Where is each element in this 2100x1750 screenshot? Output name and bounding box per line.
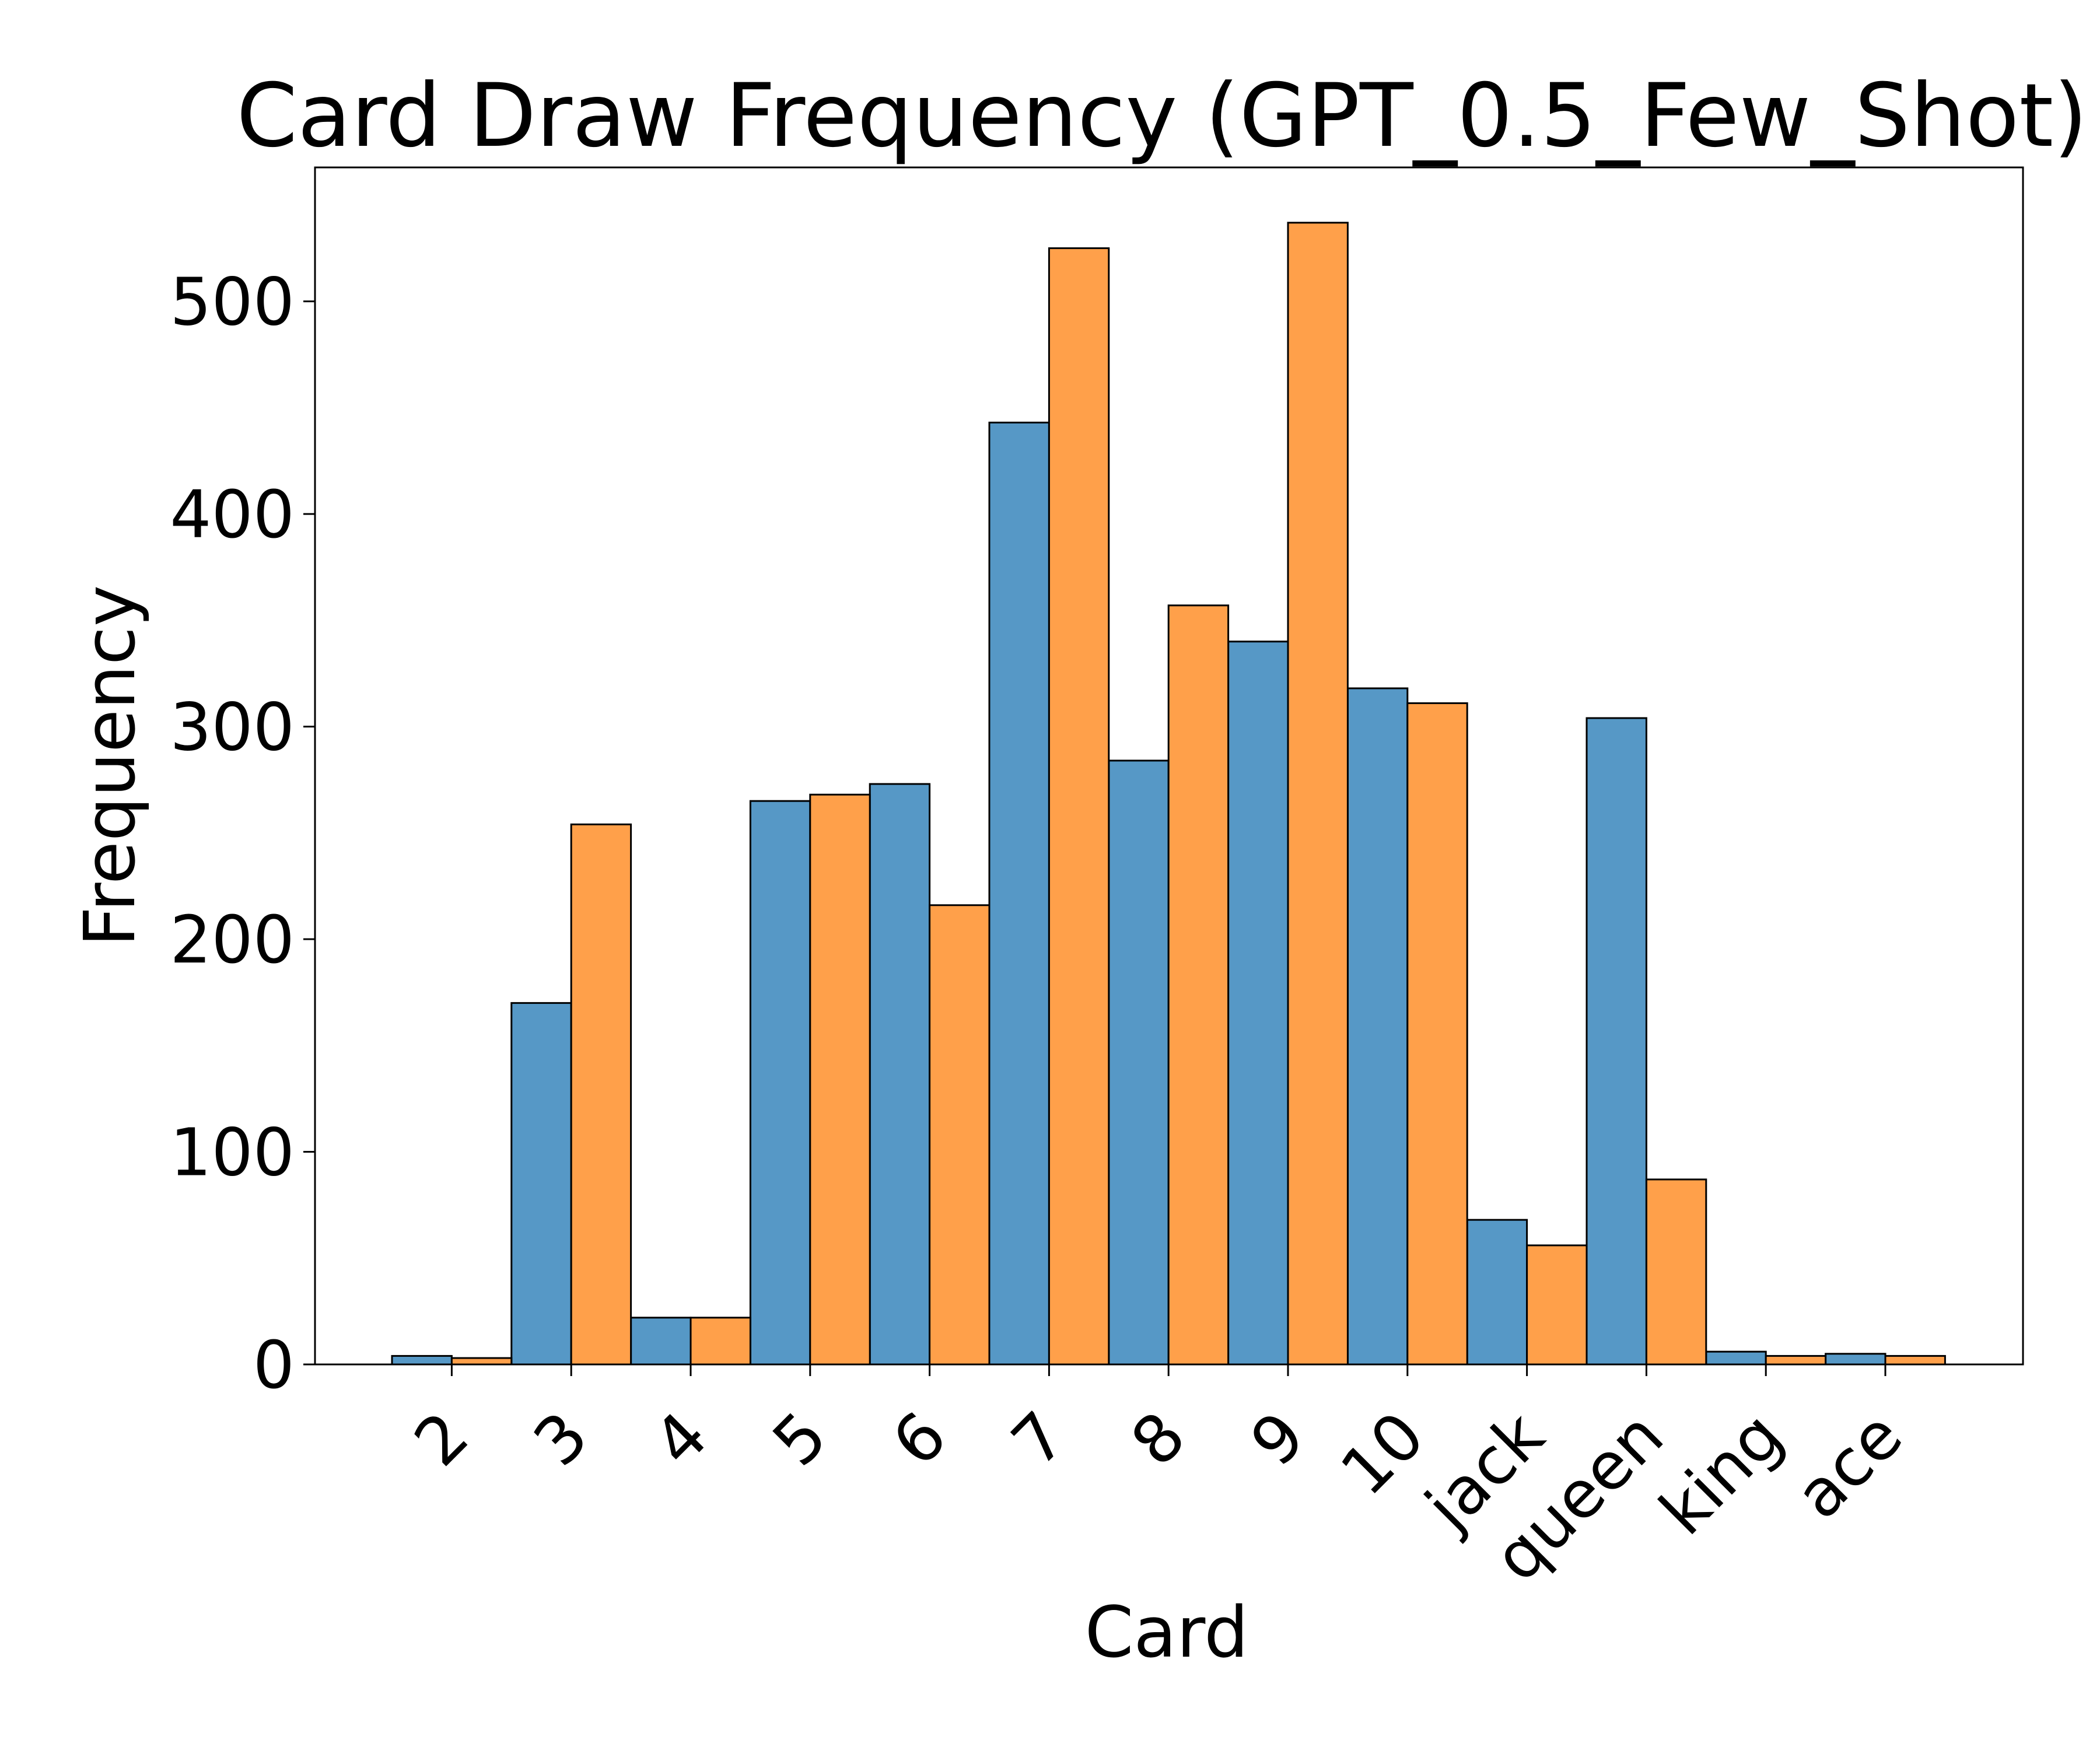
y-tick-label: 0	[253, 1328, 295, 1404]
bar-5-series-1	[749, 800, 811, 1366]
bar-6-series-2	[929, 904, 991, 1366]
x-tick-label: 9	[1237, 1398, 1320, 1480]
y-tick-label: 100	[170, 1115, 295, 1191]
bar-7-series-2	[1048, 247, 1110, 1366]
bar-4-series-2	[690, 1317, 751, 1366]
bar-3-series-2	[570, 823, 632, 1366]
y-tick-label: 200	[170, 902, 295, 978]
x-tick-label: 7	[998, 1398, 1080, 1480]
x-tick-label: 8	[1117, 1398, 1200, 1480]
bar-3-series-1	[510, 1002, 572, 1366]
chart-title: Card Draw Frequency (GPT_0.5_Few_Shot)	[236, 65, 2087, 167]
y-axis-label: Frequency	[70, 585, 151, 947]
bar-ace-series-2	[1884, 1354, 1946, 1366]
bar-2-series-1	[391, 1354, 453, 1366]
bar-10-series-2	[1406, 702, 1468, 1366]
bar-9-series-2	[1287, 222, 1349, 1366]
bar-queen-series-2	[1645, 1178, 1707, 1366]
bar-5-series-2	[809, 793, 871, 1366]
x-tick-label: 4	[639, 1398, 722, 1480]
x-tick-label: 3	[520, 1398, 603, 1480]
bar-king-series-1	[1705, 1350, 1767, 1366]
bar-4-series-1	[630, 1317, 692, 1366]
bar-jack-series-1	[1466, 1219, 1528, 1366]
bar-queen-series-1	[1586, 717, 1647, 1366]
bar-8-series-2	[1167, 604, 1230, 1366]
y-axis: 0 100 200 300 400 500	[170, 265, 315, 1404]
x-tick-label: 2	[400, 1398, 483, 1480]
bar-jack-series-2	[1526, 1244, 1588, 1366]
bar-7-series-1	[988, 421, 1050, 1366]
x-tick-label: 6	[878, 1398, 961, 1480]
y-tick-label: 500	[170, 265, 295, 341]
bar-king-series-2	[1765, 1354, 1827, 1366]
y-tick-label: 300	[170, 690, 295, 766]
bar-2-series-2	[450, 1357, 513, 1366]
x-tick-label: 5	[759, 1398, 842, 1480]
x-tick-label: ace	[1781, 1398, 1917, 1534]
bar-6-series-1	[869, 783, 931, 1366]
bar-ace-series-1	[1825, 1353, 1887, 1366]
y-tick-label: 400	[170, 477, 295, 553]
bars-group	[391, 222, 1946, 1366]
bar-10-series-1	[1346, 687, 1409, 1366]
bar-8-series-1	[1108, 760, 1170, 1366]
x-tick-label: king	[1646, 1398, 1797, 1549]
bar-9-series-1	[1227, 640, 1289, 1366]
x-axis-label: Card	[1085, 1592, 1249, 1674]
